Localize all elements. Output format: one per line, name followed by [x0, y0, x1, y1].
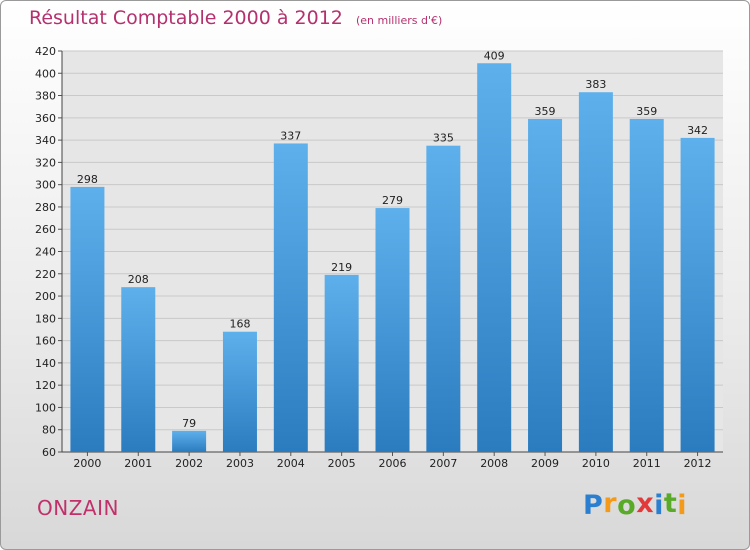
bar — [324, 274, 359, 452]
bar-value-label: 383 — [585, 78, 606, 91]
x-tick-label: 2009 — [531, 457, 559, 470]
y-tick-label: 100 — [35, 401, 56, 414]
bar — [273, 143, 308, 453]
bar-value-label: 335 — [433, 132, 454, 145]
y-tick-label: 200 — [35, 290, 56, 303]
bar — [477, 63, 512, 452]
bar — [70, 186, 105, 452]
x-tick-label: 2006 — [379, 457, 407, 470]
x-tick-label: 2002 — [175, 457, 203, 470]
logo-letter: i — [677, 490, 688, 521]
proxiti-logo: Proxiti — [583, 488, 688, 521]
bar — [222, 331, 257, 452]
logo-letter: i — [654, 490, 664, 521]
bar — [578, 92, 613, 452]
y-tick-label: 420 — [35, 45, 56, 58]
bar — [121, 287, 156, 452]
x-tick-label: 2005 — [328, 457, 356, 470]
bar — [629, 118, 664, 453]
location-label: ONZAIN — [37, 496, 119, 520]
title-unit: (en milliers d'€) — [355, 14, 443, 27]
y-tick-label: 320 — [35, 156, 56, 169]
y-tick-label: 160 — [35, 335, 56, 348]
bar — [528, 118, 563, 453]
x-tick-label: 2000 — [73, 457, 101, 470]
logo-letter: t — [663, 488, 678, 519]
logo-letter: x — [636, 488, 655, 519]
bar-value-label: 279 — [382, 194, 403, 207]
bar-value-label: 208 — [128, 273, 149, 286]
x-tick-label: 2003 — [226, 457, 254, 470]
y-tick-label: 280 — [35, 201, 56, 214]
y-tick-label: 180 — [35, 312, 56, 325]
x-tick-label: 2008 — [480, 457, 508, 470]
x-tick-label: 2004 — [277, 457, 305, 470]
y-tick-label: 140 — [35, 357, 56, 370]
bar-value-label: 298 — [77, 173, 98, 186]
y-tick-label: 260 — [35, 223, 56, 236]
logo-letter: P — [583, 490, 604, 521]
chart-title: Résultat Comptable 2000 à 2012 (en milli… — [29, 7, 442, 29]
bar-value-label: 79 — [182, 417, 196, 430]
x-tick-label: 2010 — [582, 457, 610, 470]
bar-value-label: 359 — [636, 105, 657, 118]
y-tick-label: 120 — [35, 379, 56, 392]
bar-value-label: 168 — [229, 318, 250, 331]
title-text: Résultat Comptable 2000 à 2012 — [29, 7, 343, 29]
y-tick-label: 60 — [42, 446, 56, 459]
bar — [426, 145, 461, 453]
bar — [680, 137, 715, 452]
bar-value-label: 359 — [535, 105, 556, 118]
y-tick-label: 300 — [35, 179, 56, 192]
x-tick-label: 2001 — [124, 457, 152, 470]
y-tick-label: 340 — [35, 134, 56, 147]
y-tick-label: 360 — [35, 112, 56, 125]
y-tick-label: 220 — [35, 268, 56, 281]
bar-value-label: 219 — [331, 261, 352, 274]
bar-value-label: 409 — [484, 49, 505, 62]
bar — [172, 430, 207, 452]
x-tick-label: 2011 — [633, 457, 661, 470]
logo-letter: r — [603, 488, 618, 519]
bar — [375, 208, 410, 452]
y-tick-label: 80 — [42, 424, 56, 437]
x-tick-label: 2007 — [429, 457, 457, 470]
bar-value-label: 337 — [280, 129, 301, 142]
logo-letter: o — [617, 490, 637, 521]
y-tick-label: 400 — [35, 67, 56, 80]
y-tick-label: 240 — [35, 246, 56, 259]
bar-value-label: 342 — [687, 124, 708, 137]
x-tick-label: 2012 — [684, 457, 712, 470]
y-tick-label: 380 — [35, 90, 56, 103]
